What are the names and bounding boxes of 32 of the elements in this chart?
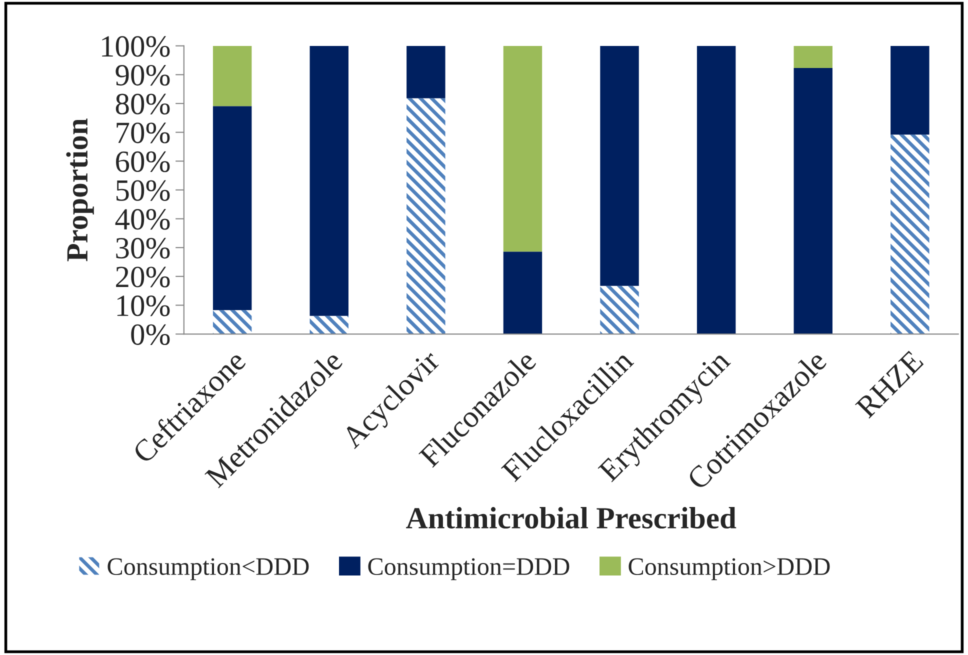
bar bbox=[794, 46, 832, 68]
legend-label: Consumption>DDD bbox=[628, 558, 830, 580]
bar bbox=[212, 106, 252, 310]
bar bbox=[212, 46, 252, 106]
y-tick-label: 90% bbox=[116, 64, 170, 86]
bar bbox=[890, 46, 930, 135]
y-tick-label: 70% bbox=[116, 122, 170, 144]
y-axis-title: Proportion bbox=[66, 118, 94, 262]
bar bbox=[310, 46, 348, 316]
bar bbox=[794, 68, 832, 334]
bar bbox=[212, 310, 252, 334]
y-tick-label: 60% bbox=[116, 151, 170, 172]
bar bbox=[406, 46, 446, 98]
y-tick-label: 20% bbox=[116, 266, 170, 288]
y-tick-label: 80% bbox=[116, 94, 170, 114]
y-tick-label: 50% bbox=[116, 180, 170, 201]
y-tick-label: 100% bbox=[102, 36, 170, 57]
y-tick-label: 10% bbox=[117, 296, 170, 316]
bar bbox=[600, 46, 639, 286]
x-axis-title: Antimicrobial Prescribed bbox=[406, 507, 736, 529]
bar bbox=[890, 134, 930, 334]
legend-label: Consumption<DDD bbox=[108, 558, 309, 580]
y-tick-label: 0% bbox=[131, 324, 170, 346]
bar bbox=[406, 98, 446, 334]
bar bbox=[600, 286, 639, 334]
bar bbox=[310, 316, 348, 334]
y-tick-label: 40% bbox=[115, 209, 170, 230]
bar bbox=[503, 252, 542, 334]
bar bbox=[696, 46, 736, 334]
y-tick-label: 30% bbox=[116, 238, 170, 259]
legend-label: Consumption=DDD bbox=[368, 558, 570, 580]
bar bbox=[503, 46, 542, 252]
